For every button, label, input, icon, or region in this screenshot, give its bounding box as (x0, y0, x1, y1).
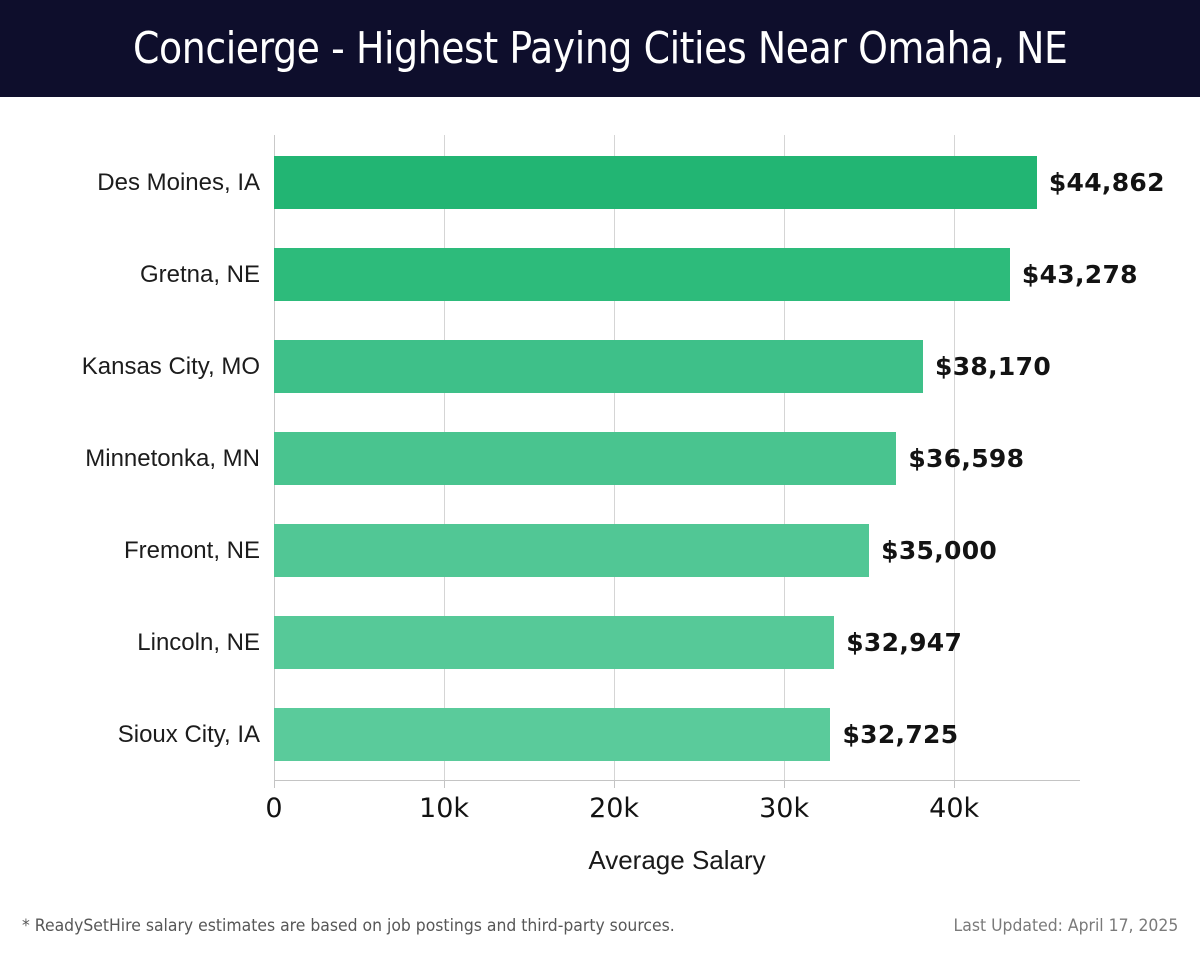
bar-value-label: $32,725 (842, 720, 959, 749)
bar-row: Sioux City, IA $32,725 (0, 708, 1200, 761)
footer-last-updated: Last Updated: April 17, 2025 (953, 916, 1178, 936)
category-label: Kansas City, MO (81, 353, 260, 380)
bar-row: Lincoln, NE $32,947 (0, 616, 1200, 669)
gridline-40k (954, 135, 956, 780)
bar[interactable] (274, 524, 870, 577)
x-tick-label-30k: 30k (759, 793, 810, 824)
bar[interactable] (274, 248, 1010, 301)
bar-row: Minnetonka, MN $36,598 (0, 432, 1200, 485)
bar-value-label: $44,862 (1048, 168, 1165, 197)
tick-mark-10k (444, 780, 446, 788)
x-axis-line (274, 780, 1080, 781)
bar-row: Des Moines, IA $44,862 (0, 156, 1200, 209)
x-axis-title: Average Salary (0, 845, 1200, 876)
tick-mark-40k (954, 780, 956, 788)
category-label: Lincoln, NE (137, 629, 260, 656)
bar-value-label: $43,278 (1021, 260, 1138, 289)
x-tick-label-0: 0 (265, 793, 283, 824)
bar-row: Gretna, NE $43,278 (0, 248, 1200, 301)
tick-mark-0 (274, 780, 275, 788)
chart-area: Des Moines, IA $44,862 Gretna, NE $43,278 Ka… (0, 97, 1200, 897)
bar-row: Kansas City, MO $38,170 (0, 340, 1200, 393)
tick-mark-20k (614, 780, 616, 788)
chart-header-bar: Concierge - Highest Paying Cities Near O… (0, 0, 1200, 97)
category-label: Gretna, NE (139, 261, 260, 288)
bar[interactable] (274, 708, 831, 761)
bar[interactable] (274, 616, 835, 669)
footer-disclaimer: * ReadySetHire salary estimates are base… (22, 916, 675, 936)
bar-value-label: $38,170 (935, 352, 1052, 381)
category-label: Minnetonka, MN (85, 445, 260, 472)
bar-value-label: $36,598 (908, 444, 1025, 473)
bar[interactable] (274, 340, 924, 393)
category-label: Des Moines, IA (97, 169, 260, 196)
bar-row: Fremont, NE $35,000 (0, 524, 1200, 577)
bar[interactable] (274, 432, 897, 485)
bar-value-label: $35,000 (881, 536, 998, 565)
x-tick-label-10k: 10k (419, 793, 470, 824)
page-title: Concierge - Highest Paying Cities Near O… (132, 22, 1068, 74)
category-label: Sioux City, IA (117, 721, 260, 748)
bar[interactable] (274, 156, 1037, 209)
x-tick-label-40k: 40k (929, 793, 980, 824)
x-axis-title-text: Average Salary (588, 845, 766, 875)
x-tick-label-20k: 20k (589, 793, 640, 824)
bar-value-label: $32,947 (846, 628, 963, 657)
tick-mark-30k (784, 780, 786, 788)
category-label: Fremont, NE (123, 537, 260, 564)
chart-footer: * ReadySetHire salary estimates are base… (0, 908, 1200, 958)
